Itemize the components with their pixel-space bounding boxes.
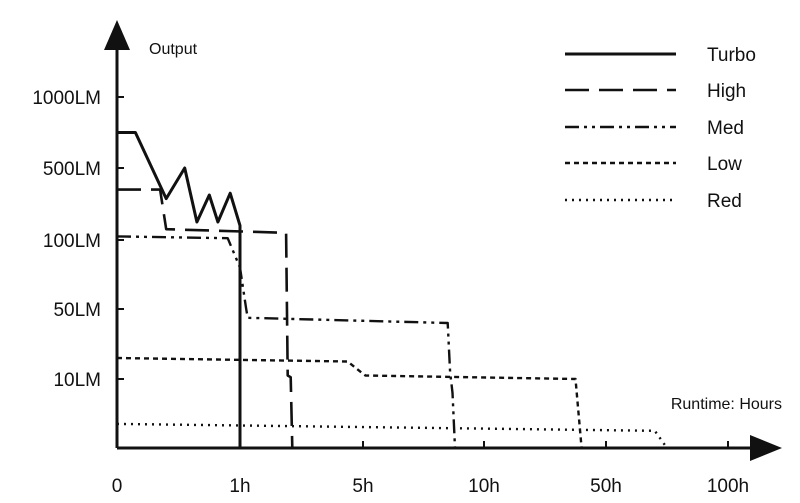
- y-tick-label-1000lm: 1000LM: [32, 88, 101, 109]
- x-tick-label-50h: 50h: [590, 476, 622, 497]
- y-axis-title: Output: [149, 41, 198, 58]
- x-tick-label-100h: 100h: [707, 476, 749, 497]
- legend-label-red: Red: [707, 191, 742, 212]
- y-tick-label-100lm: 100LM: [43, 231, 101, 252]
- legend-label-high: High: [707, 81, 746, 102]
- y-tick-label-10lm: 10LM: [53, 370, 101, 391]
- legend: Turbo High Med Low Red: [565, 45, 756, 212]
- series-line-red: [116, 422, 668, 449]
- legend-label-med: Med: [707, 118, 744, 139]
- y-ticks: 1000LM 500LM 100LM 50LM 10LM: [32, 88, 124, 391]
- x-axis-arrow-icon: [750, 435, 782, 461]
- x-tick-label-0: 0: [112, 476, 123, 497]
- series-line-low: [116, 356, 583, 449]
- legend-label-turbo: Turbo: [707, 45, 756, 66]
- axes: [104, 20, 782, 461]
- series-line-turbo: [117, 131, 242, 448]
- series-group: [116, 131, 668, 449]
- x-tick-label-5h: 5h: [352, 476, 373, 497]
- series-line-high: [117, 188, 294, 449]
- y-tick-label-500lm: 500LM: [43, 159, 101, 180]
- x-tick-label-1h: 1h: [229, 476, 250, 497]
- x-axis-title: Runtime: Hours: [671, 396, 782, 413]
- y-tick-label-50lm: 50LM: [53, 300, 101, 321]
- legend-label-low: Low: [707, 154, 742, 175]
- series-line-med: [116, 235, 457, 449]
- y-axis-arrow-icon: [104, 20, 130, 50]
- x-tick-label-10h: 10h: [468, 476, 500, 497]
- x-ticks: 0 1h 5h 10h 50h 100h: [112, 441, 749, 497]
